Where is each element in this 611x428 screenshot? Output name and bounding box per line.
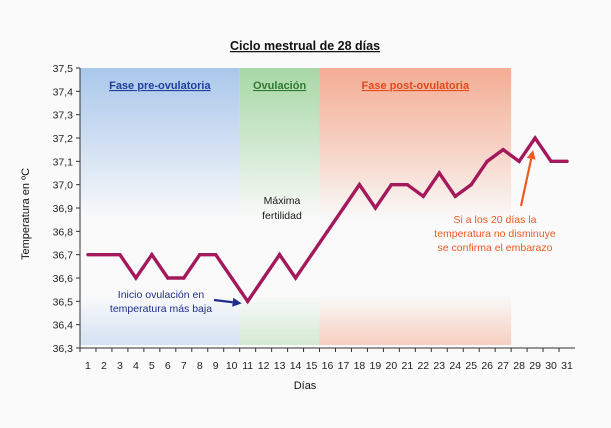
x-tick-label: 23	[433, 360, 445, 372]
x-tick-label: 10	[226, 360, 238, 372]
annotation-maxima-line: fertilidad	[262, 210, 302, 222]
data-point	[517, 159, 521, 164]
x-tick-label: 13	[274, 360, 286, 372]
y-tick-label: 37,4	[53, 86, 74, 98]
annotation-inicio-line: temperatura más baja	[110, 303, 212, 315]
y-axis-label: Temperatura en ºC	[20, 168, 32, 260]
series-lines	[86, 134, 569, 305]
data-point	[150, 252, 154, 257]
data-point	[182, 276, 186, 280]
annotation-maxima-line: Máxima	[264, 195, 301, 207]
x-tick-label: 3	[117, 360, 123, 372]
x-tick-label: 30	[545, 360, 557, 372]
data-point	[357, 182, 362, 187]
x-tick-label: 1	[85, 360, 91, 372]
x-tick-label: 6	[165, 360, 171, 372]
data-point	[229, 276, 234, 280]
y-tick-label: 36,5	[53, 296, 74, 308]
x-tick-label: 4	[133, 360, 139, 372]
data-point	[325, 229, 330, 234]
data-point	[293, 276, 298, 280]
data-point	[166, 276, 170, 280]
y-tick-label: 37,5	[53, 63, 74, 75]
data-point	[469, 182, 473, 187]
phase-band-3	[319, 68, 512, 345]
phase-bands: Fase pre-ovulatoria Ovulación Fase post-ov…	[80, 68, 512, 345]
phase-label-3: Fase post-ovulatoria	[362, 80, 470, 92]
x-tick-label: 21	[401, 360, 413, 372]
data-point	[261, 276, 266, 280]
x-tick-label: 22	[417, 360, 429, 372]
data-point	[245, 299, 250, 304]
y-tick-label: 37,3	[53, 110, 74, 122]
data-point	[501, 147, 505, 152]
data-point	[341, 206, 346, 210]
phase-label-1: Fase pre-ovulatoria	[109, 80, 211, 92]
data-point	[405, 182, 410, 187]
x-tick-label: 5	[149, 360, 155, 372]
x-tick-label: 24	[449, 360, 461, 372]
x-tick-label: 9	[213, 360, 219, 372]
x-tick-label: 15	[306, 360, 318, 372]
y-tick-label: 37,1	[53, 156, 74, 168]
data-point	[533, 136, 537, 140]
data-point	[485, 159, 489, 164]
y-tick-label: 37,2	[53, 133, 74, 145]
phase-label-2: Ovulación	[253, 80, 306, 92]
x-tick-label: 7	[181, 360, 187, 372]
data-point	[373, 206, 378, 210]
x-tick-label: 20	[386, 360, 398, 372]
y-tick-labels: 36,3 36,4 36,5 36,6 36,7 36,8 36,9 37,0 37,1 37,2…	[53, 63, 80, 355]
data-point	[421, 194, 426, 199]
x-tick-label: 26	[481, 360, 493, 372]
data-point	[198, 252, 202, 257]
data-point	[309, 252, 314, 257]
data-point	[389, 182, 394, 187]
x-tick-label: 2	[101, 360, 107, 372]
x-tick-label: 28	[513, 360, 525, 372]
data-point	[86, 252, 90, 257]
data-point	[565, 159, 569, 164]
x-tick-label: 11	[242, 360, 253, 372]
x-tick-labels: 1 2 3 4 5 6 7 8 9 10 11 12 13 14 15 16 17 18 19 20 21 22 23 24 2…	[79, 348, 573, 372]
data-point	[214, 252, 218, 257]
data-point	[102, 252, 106, 257]
data-point	[134, 276, 138, 280]
y-tick-label: 36,6	[53, 273, 74, 285]
arrow-embarazo	[519, 150, 536, 207]
x-tick-label: 12	[258, 360, 270, 372]
phase-band-1	[80, 68, 240, 345]
x-tick-label: 18	[354, 360, 366, 372]
y-tick-label: 37,0	[53, 180, 74, 192]
annotation-embarazo-line: se confirma el embarazo	[438, 242, 553, 254]
y-tick-label: 36,9	[53, 203, 74, 215]
data-point	[549, 159, 553, 164]
arrow-inicio	[213, 297, 242, 307]
x-tick-label: 8	[197, 360, 203, 372]
x-tick-label: 14	[290, 360, 302, 372]
x-tick-label: 16	[322, 360, 334, 372]
x-tick-label: 17	[338, 360, 350, 372]
annotations: Inicio ovulación en temperatura más baja M…	[110, 150, 556, 315]
annotation-embarazo-line: temperatura no disminuye	[434, 228, 556, 240]
data-point	[118, 252, 122, 257]
annotation-inicio-line: Inicio ovulación en	[118, 289, 205, 301]
x-axis-label: Días	[294, 380, 317, 392]
data-point	[437, 171, 441, 175]
y-tick-label: 36,4	[53, 320, 74, 332]
data-point	[277, 252, 282, 257]
x-tick-label: 31	[561, 360, 573, 372]
y-tick-label: 36,3	[53, 343, 74, 355]
y-tick-label: 36,8	[53, 226, 74, 238]
x-tick-label: 27	[497, 360, 509, 372]
phase-band-2	[239, 68, 320, 345]
annotation-embarazo-line: Si a los 20 días la	[454, 214, 537, 226]
y-tick-label: 36,7	[53, 250, 74, 262]
x-tick-label: 19	[370, 360, 382, 372]
x-tick-label: 29	[529, 360, 541, 372]
x-tick-label: 25	[465, 360, 477, 372]
data-point	[453, 194, 457, 199]
chart-title: Ciclo mestrual de 28 días	[230, 39, 380, 53]
